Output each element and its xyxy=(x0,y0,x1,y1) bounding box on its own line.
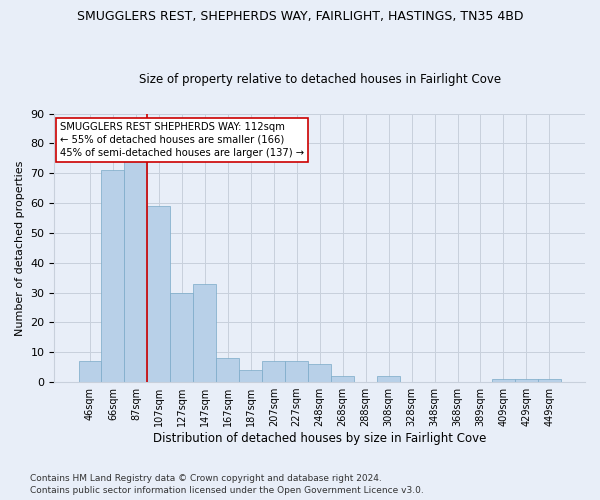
Bar xyxy=(308,364,331,382)
Text: SMUGGLERS REST, SHEPHERDS WAY, FAIRLIGHT, HASTINGS, TN35 4BD: SMUGGLERS REST, SHEPHERDS WAY, FAIRLIGHT… xyxy=(77,10,523,23)
Bar xyxy=(331,376,354,382)
Bar xyxy=(239,370,262,382)
Bar xyxy=(217,358,239,382)
Text: SMUGGLERS REST SHEPHERDS WAY: 112sqm
← 55% of detached houses are smaller (166)
: SMUGGLERS REST SHEPHERDS WAY: 112sqm ← 5… xyxy=(60,122,304,158)
Bar xyxy=(492,379,515,382)
Y-axis label: Number of detached properties: Number of detached properties xyxy=(15,160,25,336)
Text: Contains HM Land Registry data © Crown copyright and database right 2024.
Contai: Contains HM Land Registry data © Crown c… xyxy=(30,474,424,495)
Bar xyxy=(285,361,308,382)
Bar xyxy=(377,376,400,382)
Bar xyxy=(538,379,561,382)
Bar xyxy=(101,170,124,382)
Bar xyxy=(148,206,170,382)
Bar xyxy=(124,162,148,382)
X-axis label: Distribution of detached houses by size in Fairlight Cove: Distribution of detached houses by size … xyxy=(153,432,487,445)
Title: Size of property relative to detached houses in Fairlight Cove: Size of property relative to detached ho… xyxy=(139,73,501,86)
Bar xyxy=(170,292,193,382)
Bar xyxy=(193,284,217,382)
Bar xyxy=(79,361,101,382)
Bar xyxy=(515,379,538,382)
Bar xyxy=(262,361,285,382)
